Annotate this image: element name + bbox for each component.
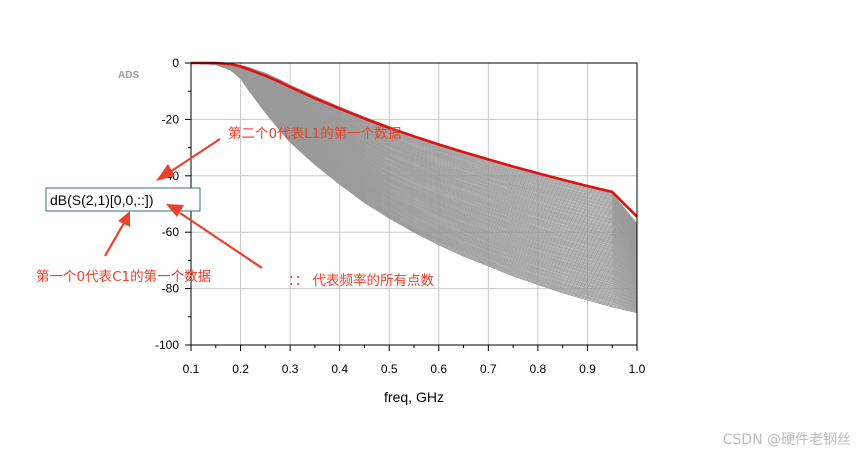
x-tick-label: 0.3	[282, 362, 299, 376]
arrow-to-first-zero	[104, 211, 130, 257]
y-tick-label: -100	[155, 338, 179, 352]
x-tick-label: 0.7	[480, 362, 497, 376]
highlight-curve	[191, 61, 638, 218]
x-tick-label: 0.2	[232, 362, 249, 376]
gray-curve-family	[190, 62, 638, 314]
annotation-first-zero: 第一个0代表C1的第一个数据	[36, 268, 211, 285]
x-tick-label: 0.8	[530, 362, 547, 376]
x-tick-label: 0.1	[183, 362, 200, 376]
gray-curve	[190, 62, 638, 314]
x-axis-label: freq, GHz	[384, 389, 444, 405]
arrow-to-colons	[166, 204, 263, 269]
expression-text: dB(S(2,1)[0,0,::])	[50, 192, 153, 208]
y-tick-label: -80	[162, 282, 180, 296]
x-tick-label: 0.5	[381, 362, 398, 376]
x-tick-label: 0.4	[331, 362, 348, 376]
y-tick-label: -20	[162, 112, 180, 126]
expression-box[interactable]: dB(S(2,1)[0,0,::])	[45, 187, 201, 212]
ads-tag: ADS	[118, 70, 139, 81]
annotation-second-zero: 第二个0代表L1的第一个数据	[228, 125, 401, 142]
x-tick-label: 0.6	[430, 362, 447, 376]
x-tick-label: 0.9	[579, 362, 596, 376]
x-tick-label: 1.0	[629, 362, 646, 376]
y-tick-label: -60	[162, 225, 180, 239]
watermark: CSDN @硬件老钢丝	[723, 432, 851, 448]
x-axis: 0.1 0.2 0.3 0.4 0.5 0.6 0.7 0.8 0.9 1.0	[183, 345, 646, 376]
y-tick-label: 0	[172, 56, 179, 70]
annotation-colons: ：： 代表频率的所有点数	[288, 272, 435, 289]
arrow-to-second-zero	[156, 138, 221, 181]
